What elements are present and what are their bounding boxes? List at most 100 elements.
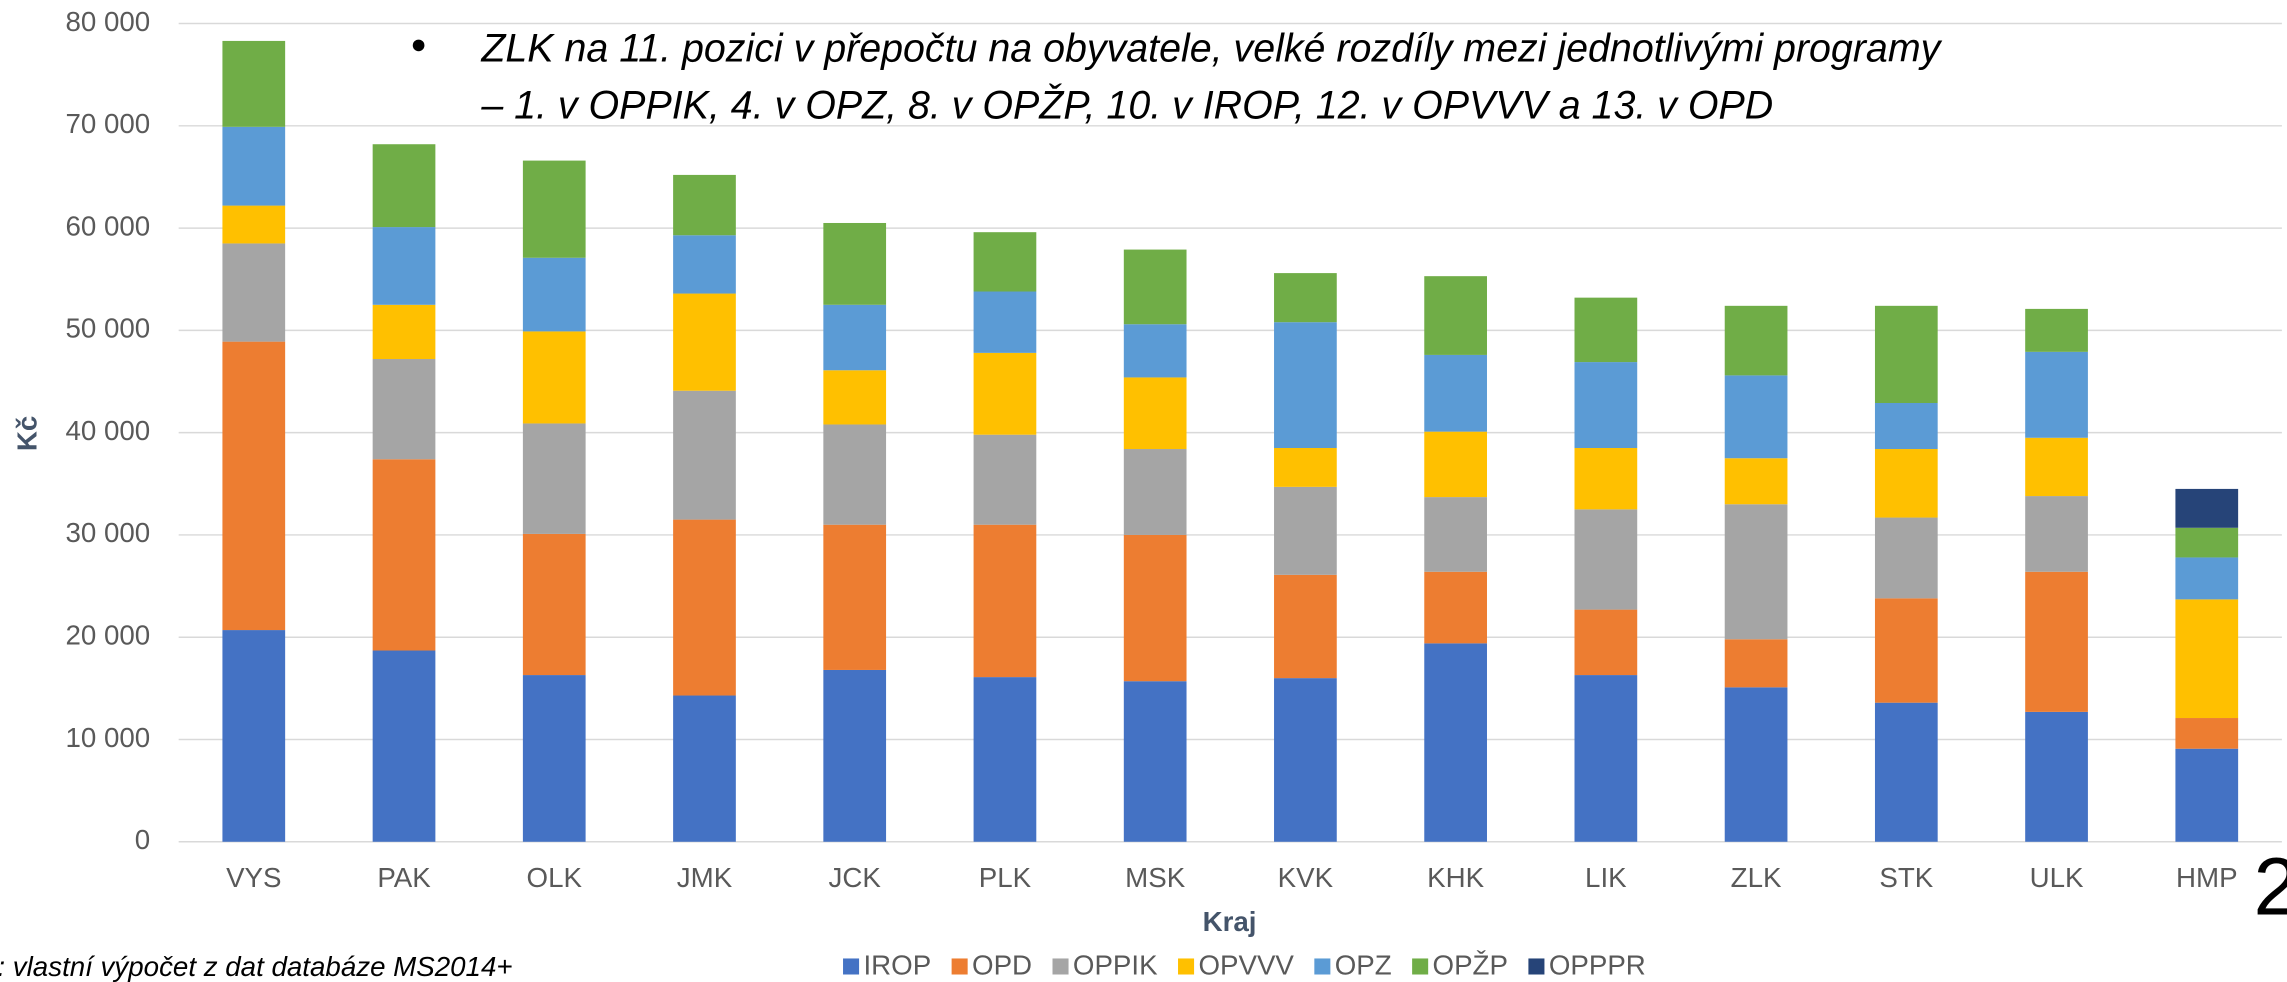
bar-segment (222, 40, 286, 127)
bar-segment (1874, 402, 1938, 450)
x-tick-label: ZLK (1731, 862, 1782, 893)
bar-segment (823, 669, 887, 842)
bars (222, 40, 2239, 842)
bar-segment (1274, 448, 1337, 487)
y-axis-label: Kč (11, 416, 42, 451)
bar-segment (1123, 249, 1187, 325)
bar-segment (1274, 678, 1337, 842)
x-tick-label: JMK (677, 862, 733, 893)
title-line: – 1. v OPPIK, 4. v OPZ, 8. v OPŽP, 10. v… (480, 83, 1773, 127)
x-axis-label: Kraj (1203, 906, 1257, 937)
bar-segment (1123, 324, 1187, 378)
bar-segment (222, 341, 286, 631)
legend-label: OPŽP (1433, 950, 1508, 981)
x-tick-label: HMP (2176, 862, 2238, 893)
x-tick-label: PAK (377, 862, 431, 893)
bar-segment (1874, 517, 1938, 599)
bar-segment (2175, 599, 2239, 719)
bar-segment (823, 222, 887, 305)
bar-segment (222, 243, 286, 342)
bar-segment (973, 232, 1037, 292)
bar-segment (522, 423, 586, 534)
x-tick-label: KVK (1278, 862, 1334, 893)
bar-segment (973, 291, 1037, 353)
bar-segment (522, 675, 586, 842)
footnote: j: vlastní výpočet z dat databáze MS2014… (0, 951, 513, 982)
bar-segment (1724, 639, 1788, 688)
legend-swatch (1412, 958, 1429, 975)
x-tick-label: VYS (226, 862, 281, 893)
y-tick-label: 30 000 (65, 517, 150, 548)
title-line: ZLK na 11. pozici v přepočtu na obyvatel… (480, 26, 1942, 70)
bar-segment (1724, 375, 1788, 459)
legend-swatch (1314, 958, 1331, 975)
bar-segment (673, 695, 736, 842)
bar-segment (2025, 437, 2088, 497)
bar-segment (1874, 702, 1938, 842)
bar-segment (1724, 458, 1788, 505)
x-tick-label: MSK (1125, 862, 1186, 893)
bar-segment (372, 459, 436, 651)
bar-segment (973, 352, 1037, 435)
x-tick-label: OLK (527, 862, 583, 893)
bar-segment (1274, 486, 1337, 575)
bar-segment (2175, 527, 2239, 558)
legend-label: IROP (863, 950, 931, 981)
bar-segment (1724, 305, 1788, 376)
legend-label: OPPIK (1073, 950, 1158, 981)
bar-segment (1574, 675, 1638, 842)
bar-segment (2175, 718, 2239, 749)
bar-segment (823, 370, 887, 425)
bar-segment (2025, 351, 2088, 438)
bar-segment (973, 524, 1037, 678)
bar-segment (2175, 748, 2239, 842)
bar-segment (823, 424, 887, 525)
bar-segment (1574, 448, 1638, 510)
bar-segment (673, 519, 736, 696)
bar-segment (2025, 711, 2088, 842)
bar-segment (1874, 598, 1938, 703)
bar-segment (1724, 504, 1788, 640)
legend-label: OPPPR (1549, 950, 1646, 981)
legend-label: OPD (972, 950, 1032, 981)
bar-segment (1274, 322, 1337, 449)
y-tick-label: 40 000 (65, 415, 150, 446)
y-tick-label: 80 000 (65, 6, 150, 37)
bar-segment (1874, 449, 1938, 518)
x-tick-label: PLK (979, 862, 1032, 893)
bar-segment (1574, 362, 1638, 449)
legend-swatch (1052, 958, 1069, 975)
y-tick-label: 50 000 (65, 313, 150, 344)
x-tick-label: KHK (1427, 862, 1484, 893)
bar-segment (2025, 496, 2088, 572)
bar-segment (372, 227, 436, 305)
y-tick-label: 10 000 (65, 722, 150, 753)
bar-segment (222, 630, 286, 842)
bar-segment (1724, 687, 1788, 842)
page-number: 2 (2253, 841, 2287, 932)
bar-segment (222, 126, 286, 206)
bar-segment (222, 205, 286, 244)
bar-segment (1574, 297, 1638, 363)
x-tick-label: JCK (829, 862, 882, 893)
bar-segment (1123, 377, 1187, 450)
x-tick-label: STK (1879, 862, 1933, 893)
bar-segment (1874, 305, 1938, 403)
bullet (412, 39, 425, 52)
bar-segment (1424, 643, 1487, 842)
bar-segment (2025, 571, 2088, 712)
bar-segment (1574, 609, 1638, 676)
legend-label: OPVVV (1198, 950, 1294, 981)
y-tick-label: 60 000 (65, 210, 150, 241)
bar-segment (2175, 557, 2239, 600)
bar-segment (1123, 449, 1187, 535)
bar-segment (522, 257, 586, 332)
bar-segment (2025, 308, 2088, 352)
x-tick-label: ULK (2030, 862, 2084, 893)
bar-segment (673, 235, 736, 294)
bar-segment (1424, 276, 1487, 355)
bar-segment (372, 304, 436, 360)
bar-segment (1274, 574, 1337, 679)
bar-segment (1274, 273, 1337, 323)
